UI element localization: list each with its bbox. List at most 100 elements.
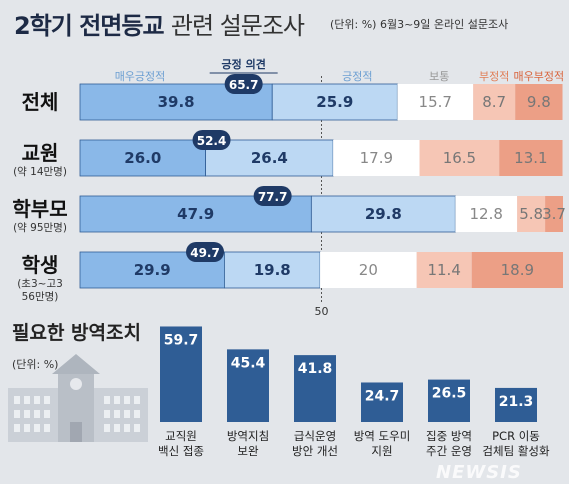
window: [34, 396, 40, 404]
positive-value: 65.7: [229, 78, 259, 92]
data-label: 12.8: [469, 205, 502, 223]
category-label: 방안 개선: [292, 444, 338, 458]
positive-value: 77.7: [258, 190, 288, 204]
category-label: 검체팀 활성화: [482, 444, 550, 458]
bar: [227, 349, 269, 422]
data-label: 25.9: [316, 93, 353, 111]
row-label: 교원: [22, 141, 59, 165]
bar-segment: [515, 84, 563, 120]
positive-value: 49.7: [190, 246, 220, 260]
data-label: 39.8: [158, 93, 195, 111]
data-label: 29.9: [134, 261, 171, 279]
bar-segment: [79, 139, 206, 177]
window: [24, 410, 30, 418]
data-label: 11.4: [427, 261, 460, 279]
bar-segment: [397, 84, 474, 120]
window: [44, 396, 50, 404]
window: [104, 410, 110, 418]
bar-segment: [416, 252, 472, 288]
window: [114, 410, 120, 418]
window: [104, 424, 110, 432]
row-sublabel: 56만명): [22, 291, 59, 303]
section-unit: (단위: %): [12, 358, 59, 371]
bar-segment: [320, 252, 417, 288]
data-label: 59.7: [164, 332, 199, 348]
positive-bubble: [253, 186, 292, 206]
title-rest: 관련 설문조사: [170, 12, 305, 40]
data-label: 3.7: [542, 205, 566, 223]
bar-segment: [310, 195, 456, 233]
bar-segment: [455, 196, 518, 232]
data-label: 15.7: [419, 93, 452, 111]
midline-label: 50: [315, 305, 329, 318]
positive-value: 52.4: [197, 134, 227, 148]
window: [14, 410, 20, 418]
data-label: 17.9: [360, 149, 393, 167]
data-label: 21.3: [499, 394, 534, 410]
bar-segment: [471, 252, 563, 288]
window: [114, 424, 120, 432]
bar: [361, 382, 403, 422]
legend-3: 보통: [429, 70, 449, 83]
legend-2: 긍정적: [342, 70, 372, 83]
window: [34, 424, 40, 432]
category-label: 보완: [237, 444, 259, 458]
window: [104, 396, 110, 404]
row-sublabel: (약 95만명): [13, 222, 67, 234]
bar: [160, 326, 202, 422]
data-label: 13.1: [514, 149, 547, 167]
window: [14, 396, 20, 404]
category-label: PCR 이동: [492, 429, 540, 443]
window: [44, 424, 50, 432]
window: [124, 424, 130, 432]
bar-segment: [545, 196, 563, 232]
window: [114, 396, 120, 404]
data-label: 26.5: [432, 386, 467, 402]
watermark: NEWSIS: [436, 462, 522, 483]
bar-segment: [473, 84, 516, 120]
school-building-icon: [8, 354, 148, 442]
clock-icon: [70, 378, 82, 390]
data-label: 19.8: [254, 261, 291, 279]
category-label: 방역지침: [227, 429, 269, 443]
category-label: 교직원: [165, 429, 197, 443]
window: [24, 424, 30, 432]
page-title: 2학기 전면등교 관련 설문조사: [14, 6, 305, 41]
positive-bubble: [192, 130, 231, 150]
data-label: 45.4: [231, 355, 266, 371]
bar-segment: [499, 140, 563, 176]
data-label: 41.8: [298, 361, 333, 377]
data-label: 9.8: [527, 93, 551, 111]
data-label: 26.4: [251, 149, 288, 167]
bar: [428, 379, 470, 422]
category-label: 백신 접종: [158, 444, 204, 458]
window: [124, 410, 130, 418]
positive-header: 긍정 의견: [222, 57, 266, 71]
building-roof: [52, 354, 100, 374]
title-main: 2학기 전면등교: [14, 12, 165, 40]
data-label: 24.7: [365, 388, 400, 404]
category-label: 방역 도우미: [354, 429, 411, 443]
window: [24, 396, 30, 404]
data-label: 20: [359, 261, 378, 279]
category-label: 집중 방역: [426, 429, 472, 443]
window: [134, 396, 140, 404]
legend-5: 매우부정적: [514, 70, 565, 83]
window: [134, 410, 140, 418]
bar-segment: [271, 83, 398, 121]
row-label: 학부모: [12, 197, 67, 221]
positive-bubble: [186, 242, 225, 262]
window: [34, 410, 40, 418]
bar-segment: [517, 196, 546, 232]
row-sublabel: (초3~고3: [17, 278, 63, 290]
data-label: 47.9: [177, 205, 214, 223]
section-title: 필요한 방역조치: [12, 322, 141, 344]
data-label: 5.8: [519, 205, 543, 223]
data-label: 8.7: [482, 93, 506, 111]
data-label: 16.5: [443, 149, 476, 167]
window: [14, 424, 20, 432]
category-label: 주간 운영: [426, 444, 472, 458]
positive-bubble: [224, 74, 263, 94]
row-label: 학생: [22, 253, 59, 277]
